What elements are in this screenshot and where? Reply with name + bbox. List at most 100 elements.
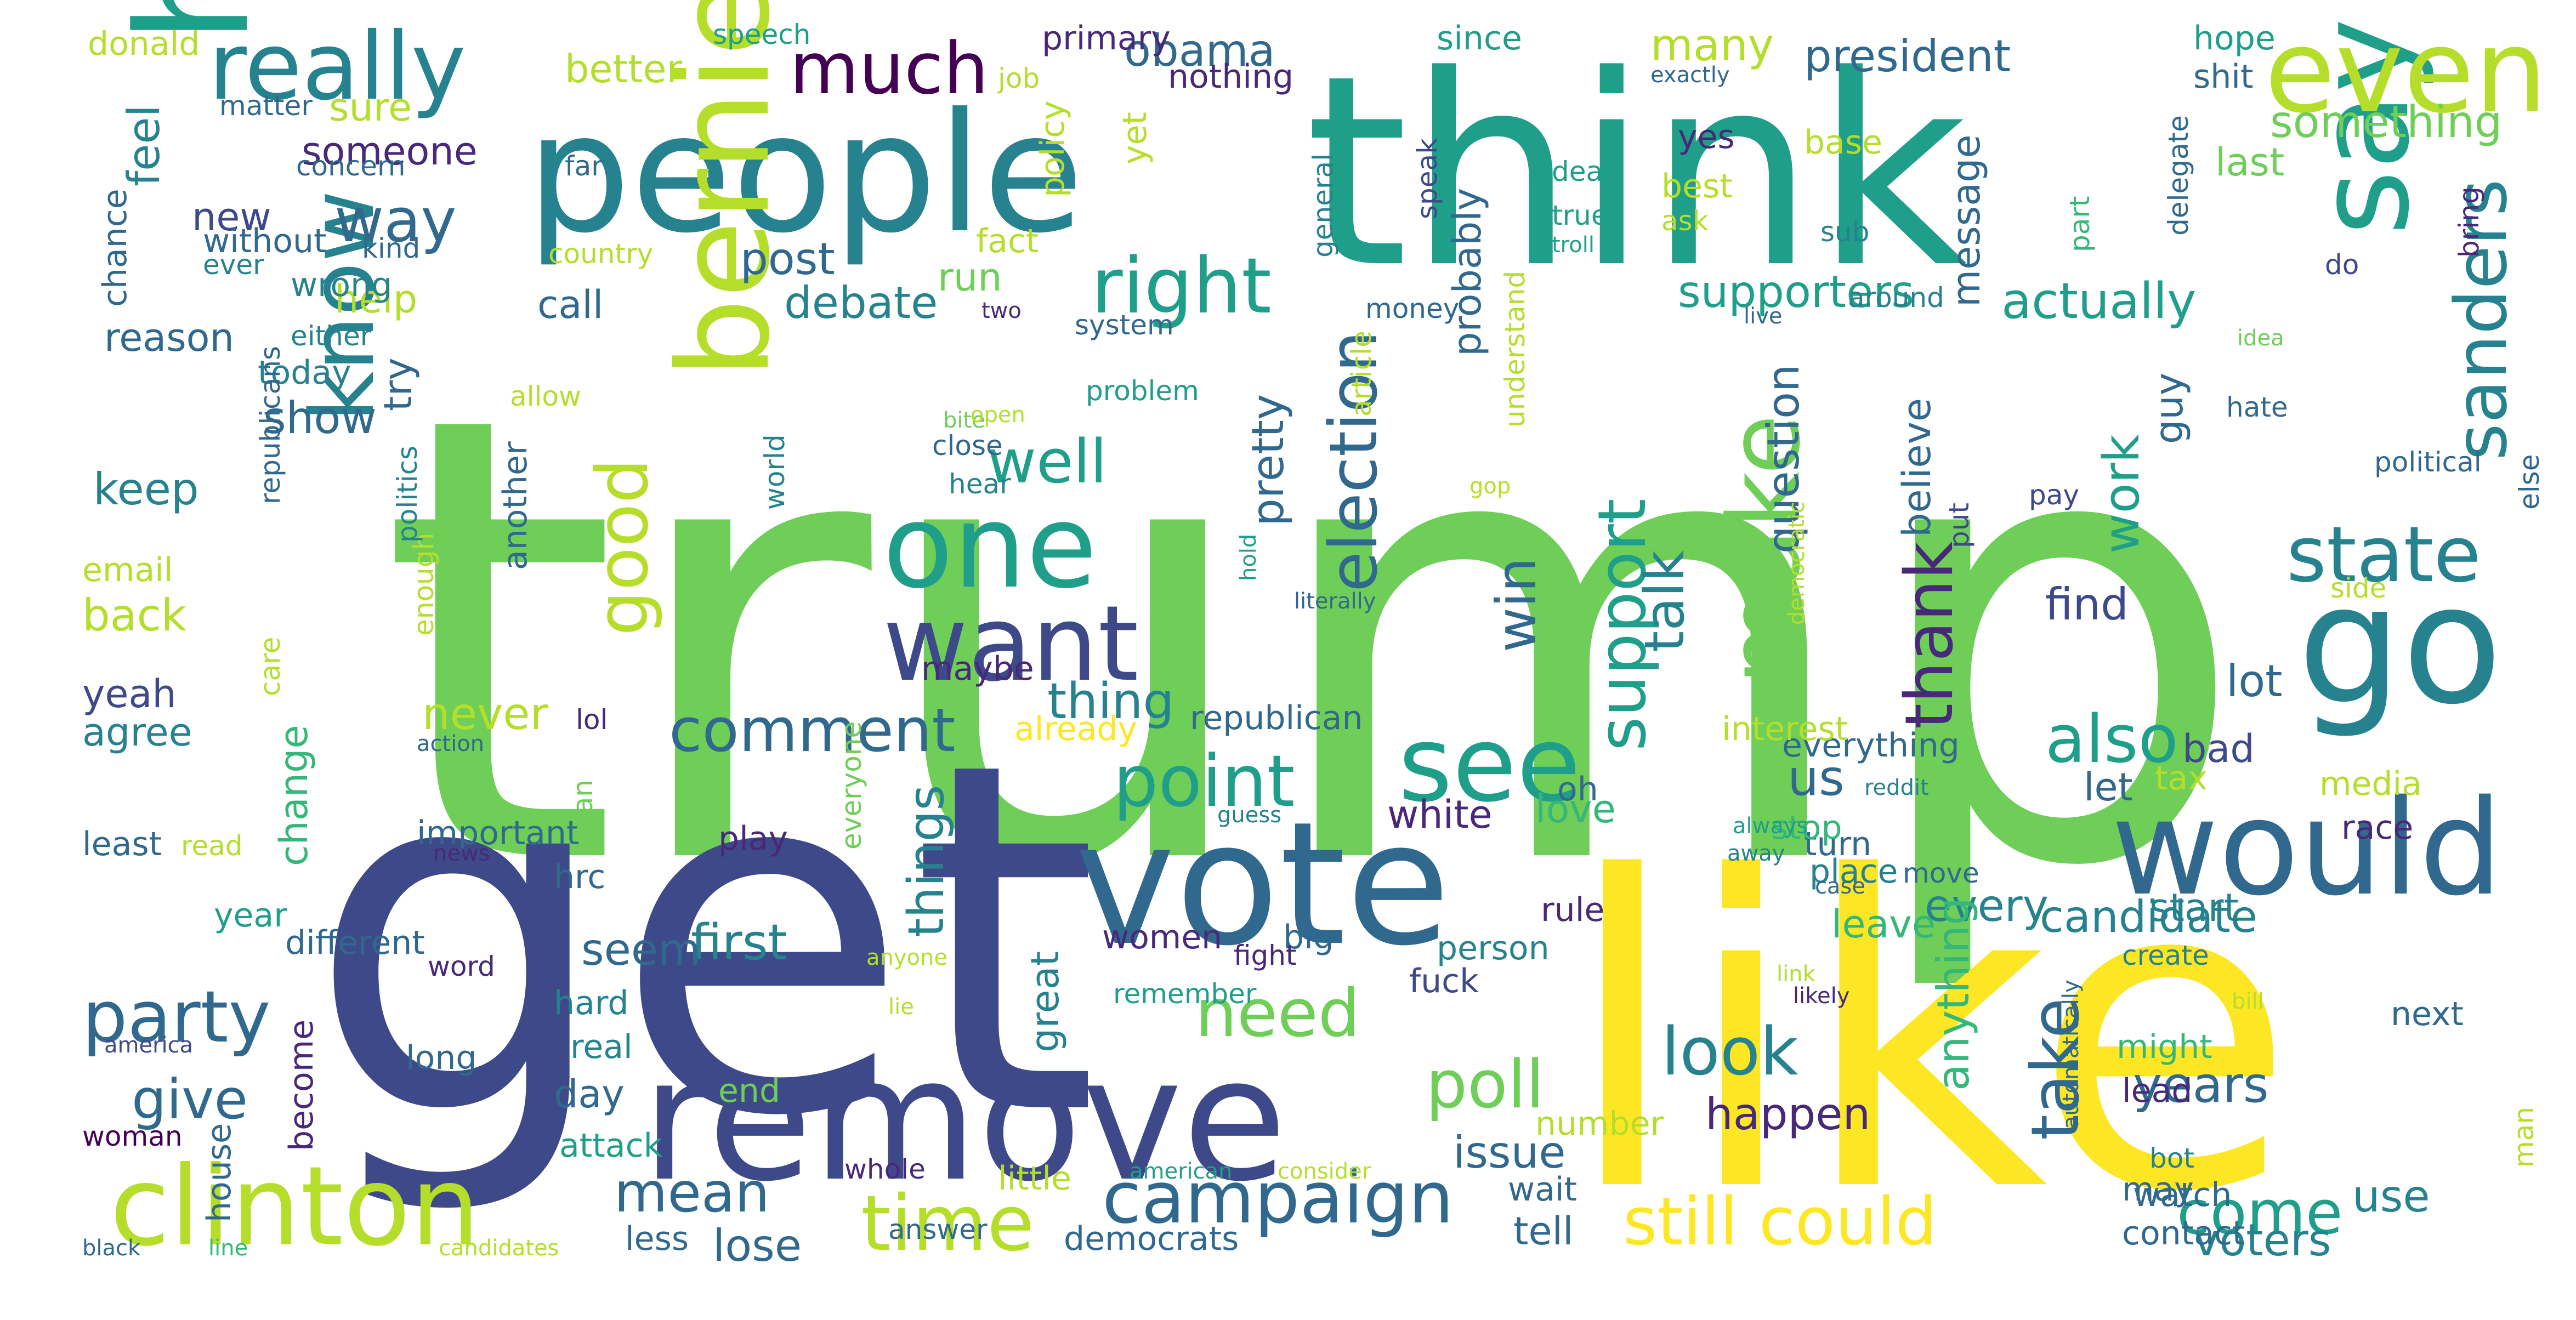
word-56: post — [740, 234, 835, 285]
word-148: automatically — [2058, 980, 2084, 1129]
word-161: policy — [1034, 100, 1072, 197]
word-99: use — [2352, 1171, 2430, 1222]
word-10: would — [2111, 771, 2503, 925]
word-113: never — [422, 689, 548, 739]
word-15: clinton — [110, 1143, 480, 1271]
word-223: different — [285, 924, 425, 962]
word-241: link — [1777, 961, 1816, 987]
word-80: great — [1023, 951, 1068, 1052]
word-129: hard — [554, 984, 629, 1022]
word-156: exactly — [1650, 62, 1730, 88]
word-195: democratic — [1784, 502, 1809, 625]
word-32: point — [1113, 739, 1295, 823]
word-79: seem — [581, 924, 701, 975]
word-138: america — [104, 1033, 193, 1058]
word-93: day — [554, 1072, 625, 1117]
word-3: think — [1305, 19, 1967, 326]
word-18: see — [1398, 704, 1581, 825]
word-102: might — [2117, 1028, 2212, 1066]
word-123: fuck — [1409, 962, 1479, 1000]
word-47: president — [1804, 31, 2011, 82]
word-136: line — [208, 1236, 248, 1261]
word-158: shit — [2193, 58, 2253, 96]
word-222: word — [428, 951, 495, 982]
word-217: plan — [567, 780, 599, 839]
word-227: guess — [1217, 803, 1281, 828]
word-43: thank — [1892, 541, 1968, 729]
word-67: show — [263, 392, 377, 443]
word-146: bot — [2149, 1142, 2194, 1174]
word-233: race — [2341, 809, 2413, 847]
word-35: poll — [1426, 1047, 1544, 1123]
word-98: voters — [2193, 1215, 2331, 1266]
word-206: understand — [1499, 271, 1531, 428]
word-135: black — [82, 1236, 141, 1261]
word-207: another — [496, 441, 535, 570]
word-72: question — [1758, 364, 1809, 554]
word-211: care — [254, 637, 286, 696]
word-49: last — [2215, 140, 2284, 185]
word-59: actually — [2001, 272, 2196, 330]
word-178: sub — [1820, 216, 1869, 248]
word-24: party — [82, 975, 271, 1059]
word-230: oh — [1557, 770, 1598, 809]
word-169: country — [548, 238, 653, 270]
word-124: rule — [1541, 891, 1604, 929]
word-65: either — [291, 320, 372, 352]
word-132: become — [282, 1020, 321, 1151]
word-118: change — [271, 725, 316, 866]
word-183: money — [1365, 293, 1459, 325]
word-242: likely — [1793, 983, 1849, 1009]
word-37: look — [1661, 1014, 1798, 1090]
word-165: without — [203, 222, 327, 260]
word-218: everyone — [836, 721, 867, 850]
word-75: believe — [1894, 398, 1939, 537]
word-139: attack — [559, 1126, 663, 1165]
word-185: two — [981, 298, 1022, 323]
word-27: campaign — [1102, 1156, 1454, 1239]
word-9: remove — [642, 1021, 1287, 1219]
word-71: probably — [1445, 188, 1490, 356]
word-116: already — [1014, 710, 1137, 748]
word-30: election — [1316, 331, 1392, 592]
word-87: let — [2084, 765, 2133, 810]
word-62: run — [938, 255, 1002, 300]
word-145: consider — [1278, 1159, 1371, 1184]
word-190: else — [2513, 454, 2545, 510]
word-127: place — [1809, 852, 1898, 891]
word-204: world — [759, 434, 791, 510]
word-141: number — [1535, 1105, 1664, 1143]
word-57: call — [537, 282, 603, 327]
word-210: republicans — [254, 346, 286, 504]
word-142: whole — [844, 1153, 926, 1185]
word-128: case — [1815, 874, 1865, 899]
word-1: get — [307, 659, 1099, 1221]
word-76: thing — [1047, 673, 1174, 730]
word-39: give — [132, 1067, 248, 1131]
word-21: right — [1091, 242, 1272, 331]
word-236: always — [1733, 813, 1808, 839]
word-117: maybe — [921, 650, 1034, 688]
word-181: bring — [2453, 186, 2485, 258]
word-78: first — [691, 914, 787, 971]
word-90: bad — [2182, 726, 2255, 771]
word-50: better — [565, 47, 682, 92]
word-160: yet — [1116, 112, 1154, 164]
word-45: win — [1484, 557, 1548, 652]
word-239: move — [1903, 857, 1979, 889]
word-235: stop — [1771, 809, 1842, 847]
word-60: supporters — [1678, 266, 1914, 317]
word-202: close — [932, 430, 1003, 462]
word-168: fact — [976, 222, 1039, 260]
word-105: may — [2122, 1170, 2194, 1209]
word-69: try — [376, 357, 421, 411]
word-187: live — [1744, 304, 1783, 329]
word-229: interest — [1722, 710, 1848, 748]
word-133: long — [406, 1039, 477, 1077]
word-34: need — [1195, 976, 1360, 1052]
word-224: year — [214, 896, 287, 935]
word-64: reason — [104, 315, 234, 360]
word-81: every — [1925, 880, 2049, 931]
word-164: chance — [96, 189, 134, 307]
word-152: job — [997, 62, 1040, 94]
